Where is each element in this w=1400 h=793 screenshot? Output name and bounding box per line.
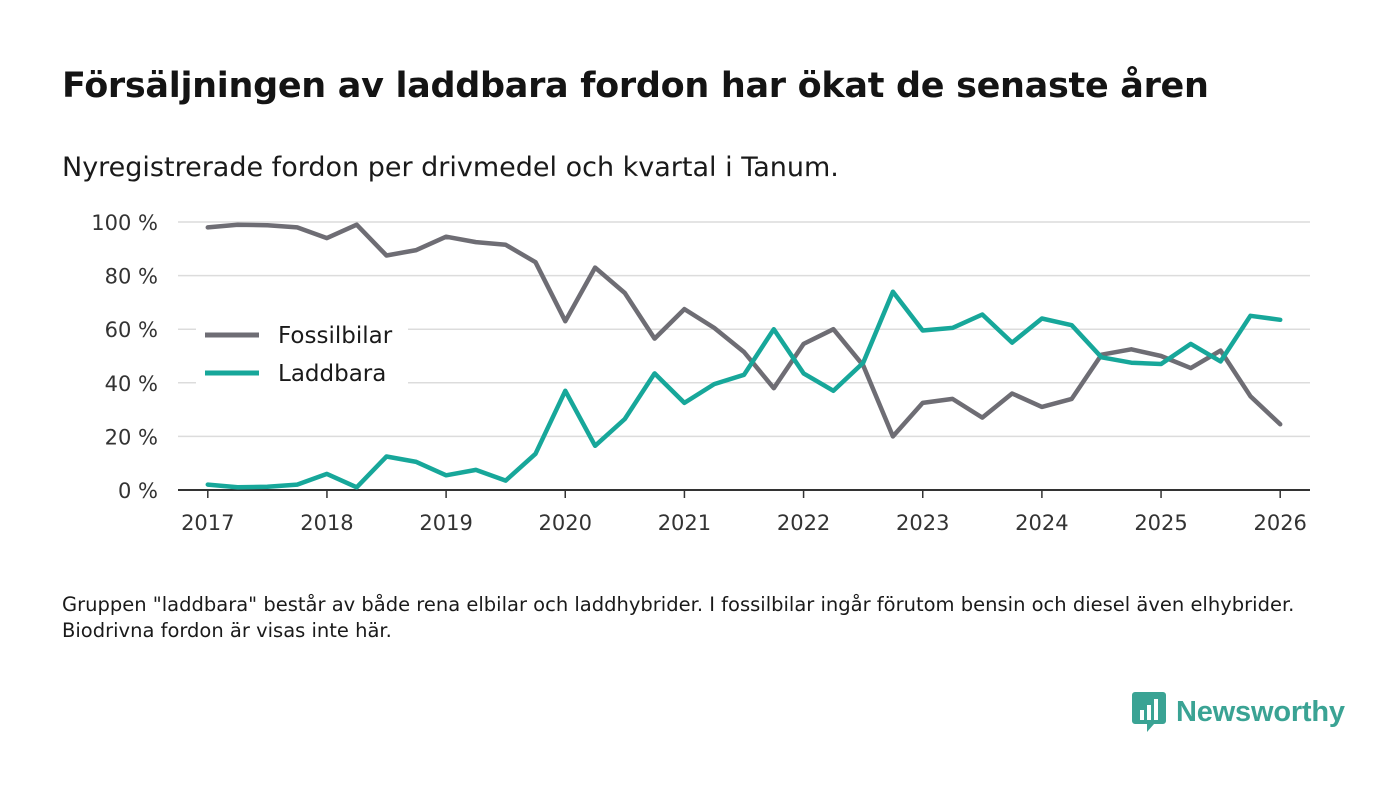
legend-background — [196, 314, 408, 398]
brand-logo[interactable]: Newsworthy — [1132, 690, 1345, 734]
y-tick-label: 20 % — [105, 425, 158, 449]
x-tick-label: 2021 — [658, 511, 711, 535]
line-chart: 0 % 20 % 40 % 60 % 80 % 100 % 2017 2018 2019 2020… — [91, 211, 1310, 535]
x-tick-label: 2018 — [300, 511, 353, 535]
gridlines — [178, 221, 1310, 438]
chart-title: Försäljningen av laddbara fordon har öka… — [62, 66, 1209, 106]
x-tick-label: 2020 — [539, 511, 592, 535]
legend-label-fossilbilar: Fossilbilar — [278, 323, 393, 349]
y-tick-label: 100 % — [91, 211, 158, 235]
footnote: Gruppen "laddbara" består av både rena e… — [62, 593, 1295, 642]
newsworthy-logo-icon — [1132, 692, 1166, 732]
x-tick-label: 2019 — [419, 511, 472, 535]
legend: Fossilbilar Laddbara — [196, 314, 408, 398]
x-tick-label: 2023 — [896, 511, 949, 535]
x-tick-label: 2026 — [1253, 511, 1306, 535]
legend-label-laddbara: Laddbara — [278, 361, 386, 387]
x-tick-label: 2025 — [1134, 511, 1187, 535]
series-lines — [205, 222, 1283, 490]
y-tick-label: 0 % — [118, 479, 158, 503]
y-tick-label: 40 % — [105, 372, 158, 396]
x-tick-label: 2024 — [1015, 511, 1068, 535]
axes: 0 % 20 % 40 % 60 % 80 % 100 % 2017 2018 2019 2020… — [91, 211, 1310, 535]
y-tick-label: 80 % — [105, 265, 158, 289]
y-tick-label: 60 % — [105, 318, 158, 342]
chart-subtitle: Nyregistrerade fordon per drivmedel och … — [62, 152, 839, 183]
x-tick-label: 2022 — [777, 511, 830, 535]
x-tick-label: 2017 — [181, 511, 234, 535]
series-line-laddbara — [205, 289, 1283, 490]
brand-name: Newsworthy — [1176, 695, 1345, 728]
